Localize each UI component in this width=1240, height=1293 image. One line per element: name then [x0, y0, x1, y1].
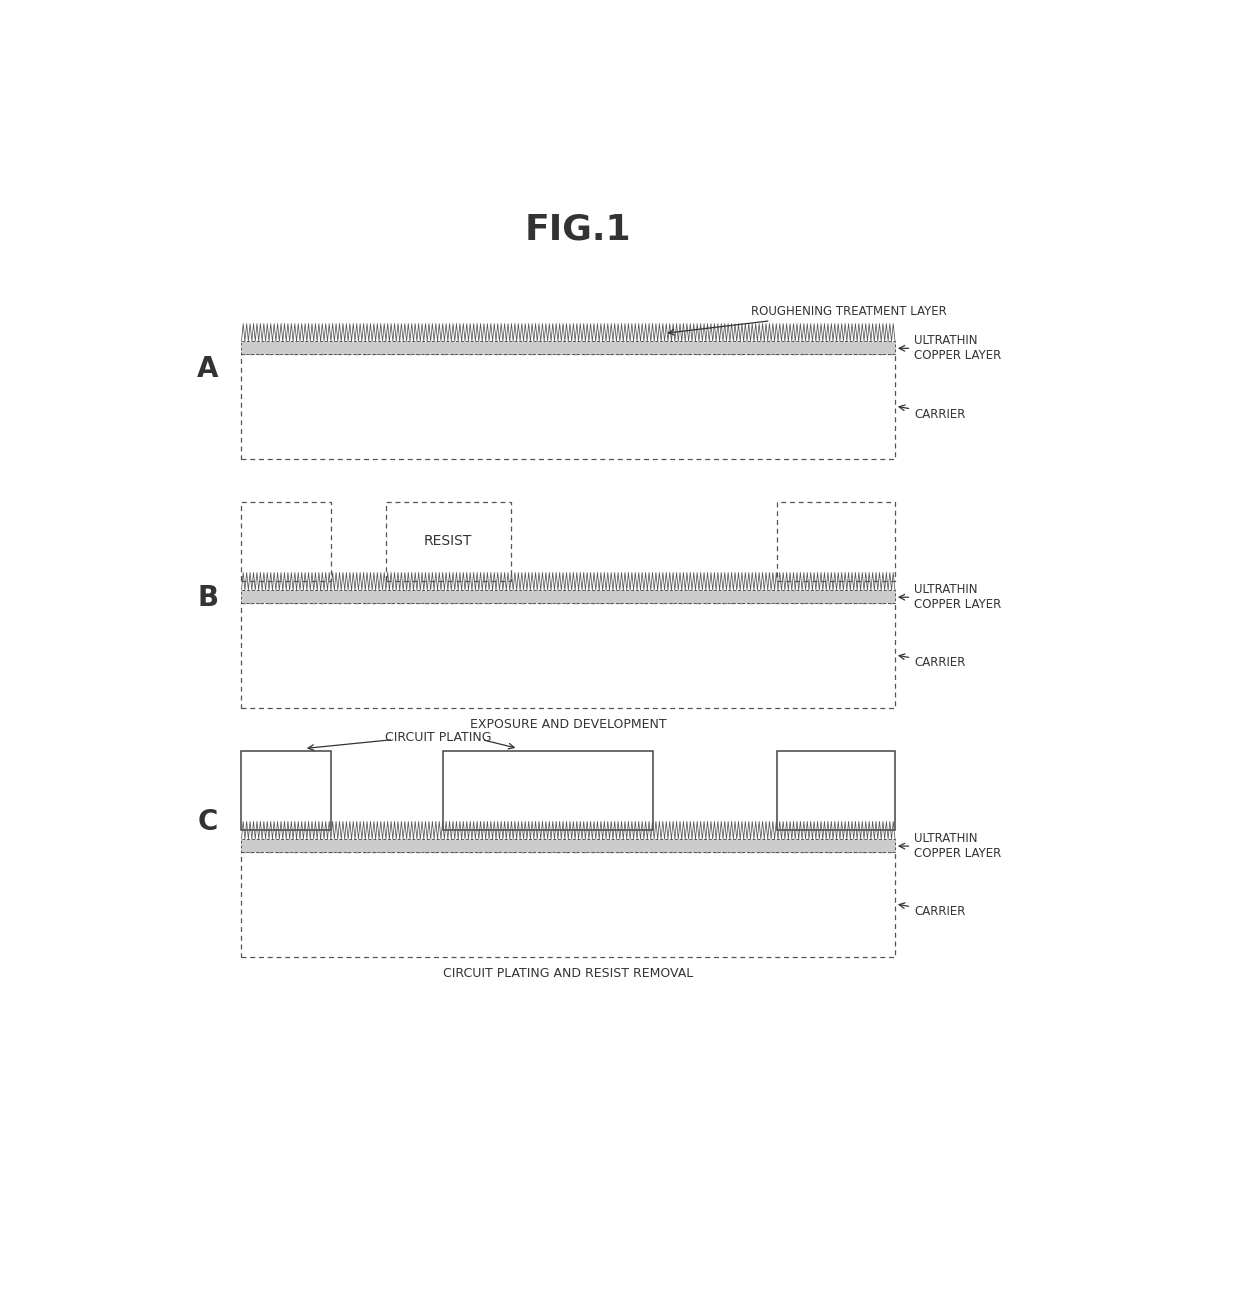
Text: ROUGHENING TREATMENT LAYER: ROUGHENING TREATMENT LAYER: [668, 305, 946, 335]
Bar: [242, 341, 895, 354]
Text: CARRIER: CARRIER: [899, 903, 966, 918]
Bar: [242, 354, 895, 459]
Text: FIG.1: FIG.1: [525, 213, 631, 247]
Bar: [242, 502, 331, 582]
Bar: [386, 502, 511, 582]
Text: ULTRATHIN
COPPER LAYER: ULTRATHIN COPPER LAYER: [899, 583, 1002, 612]
Bar: [444, 750, 652, 830]
Text: A: A: [197, 356, 218, 383]
Bar: [776, 750, 895, 830]
Bar: [242, 590, 895, 603]
Text: ULTRATHIN
COPPER LAYER: ULTRATHIN COPPER LAYER: [899, 833, 1002, 860]
Text: CARRIER: CARRIER: [899, 405, 966, 420]
Text: CARRIER: CARRIER: [899, 654, 966, 670]
Text: RESIST: RESIST: [424, 534, 472, 548]
Bar: [242, 750, 331, 830]
Text: B: B: [197, 584, 218, 612]
Bar: [776, 502, 895, 582]
Text: ULTRATHIN
COPPER LAYER: ULTRATHIN COPPER LAYER: [899, 335, 1002, 362]
Text: EXPOSURE AND DEVELOPMENT: EXPOSURE AND DEVELOPMENT: [470, 718, 667, 731]
Text: C: C: [197, 808, 218, 837]
Bar: [242, 839, 895, 852]
Bar: [242, 852, 895, 957]
Text: CIRCUIT PLATING AND RESIST REMOVAL: CIRCUIT PLATING AND RESIST REMOVAL: [443, 967, 693, 980]
Text: CIRCUIT PLATING: CIRCUIT PLATING: [386, 731, 492, 743]
Bar: [242, 603, 895, 707]
